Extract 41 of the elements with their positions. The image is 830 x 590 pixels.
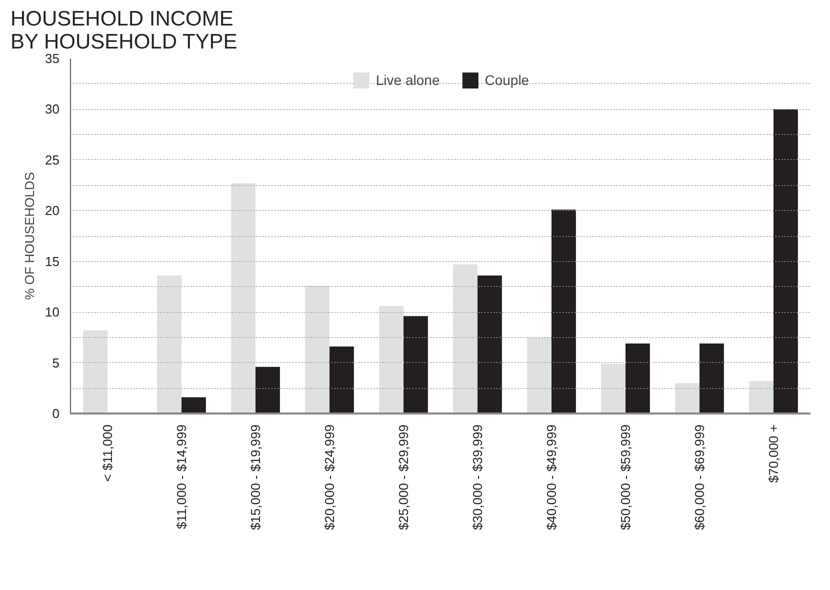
x-tick-label: $50,000 - $59,999 [618,424,633,530]
bar [552,210,576,414]
bar [626,344,650,414]
chart-title: HOUSEHOLD INCOME BY HOUSEHOLD TYPE [10,8,238,54]
y-tick-label: 30 [45,102,60,117]
x-tick-label: $11,000 - $14,999 [174,424,189,530]
y-tick-label: 35 [45,51,60,66]
legend-label: Couple [484,71,530,90]
x-tick-label: $70,000 + [766,424,781,483]
y-tick-label: 15 [45,254,60,269]
x-tick-label: $15,000 - $19,999 [248,424,263,530]
bar [157,276,182,414]
bar [379,306,404,414]
bar [478,276,502,414]
y-tick-label: 20 [45,203,60,218]
bar [527,337,552,414]
bar [453,264,478,414]
x-tick-label: $40,000 - $49,999 [544,424,559,530]
x-tick-label: $20,000 - $24,999 [322,424,337,530]
x-tick-label: $60,000 - $69,999 [692,424,707,530]
bar [404,316,428,414]
x-tick-label: $25,000 - $29,999 [396,424,411,530]
bar [700,344,724,414]
bar [83,330,108,414]
bar [330,346,354,414]
bar [305,286,330,414]
bar [749,381,774,414]
bar [601,364,626,414]
y-tick-label: 10 [45,304,60,320]
y-tick-label: 5 [52,355,60,370]
bar [675,383,700,414]
x-tick-label: < $11,000 [100,424,115,482]
bar [774,109,798,414]
y-tick-label: 0 [52,406,60,421]
bar [256,366,280,414]
y-axis-title: % OF HOUSEHOLDS [22,172,38,300]
bar [182,397,206,414]
legend-label: Live alone [376,71,440,90]
bar [231,183,256,414]
x-tick-label: $30,000 - $39,999 [470,424,485,530]
y-tick-label: 25 [45,152,60,168]
